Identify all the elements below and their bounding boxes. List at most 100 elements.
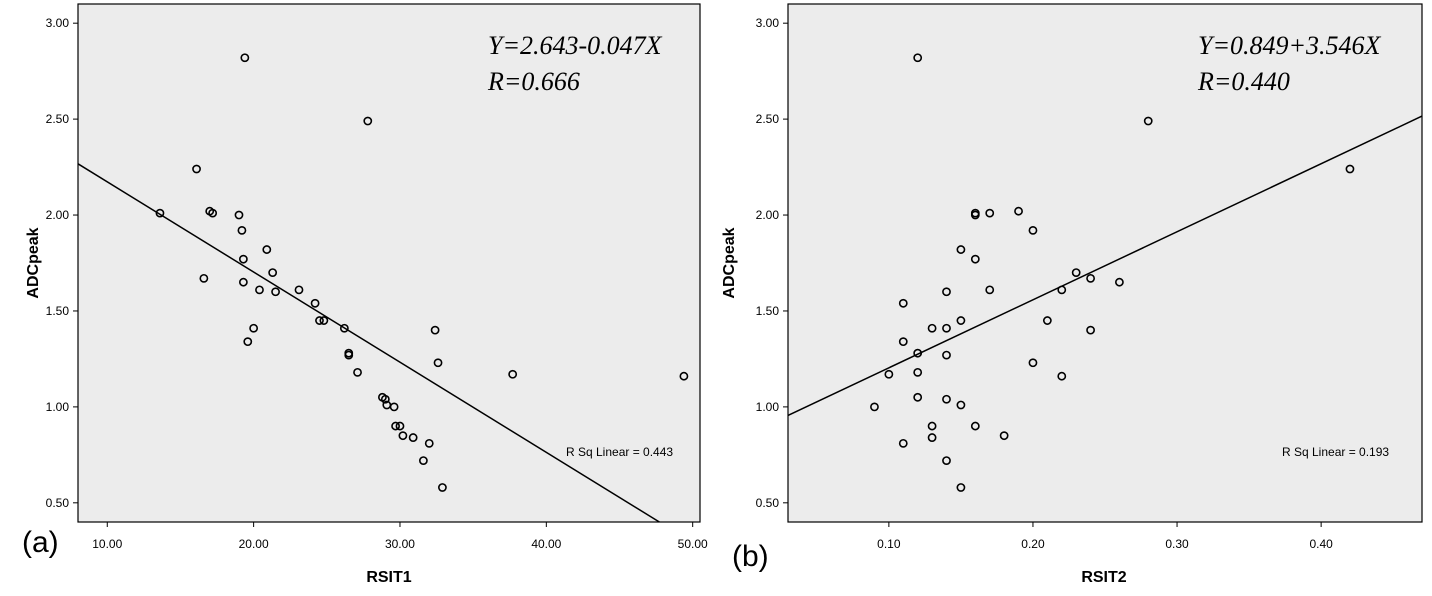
- x-tick-label: 40.00: [531, 537, 561, 551]
- data-point: [249, 323, 259, 333]
- x-axis-title-a: RSIT1: [366, 569, 411, 586]
- data-point: [999, 431, 1009, 441]
- data-point: [508, 369, 518, 379]
- data-point: [398, 431, 408, 441]
- data-point: [1042, 316, 1052, 325]
- data-point: [424, 438, 434, 448]
- data-point: [927, 433, 937, 442]
- data-point: [927, 323, 937, 333]
- data-point: [942, 323, 951, 333]
- x-tick-label: 0.10: [877, 537, 901, 551]
- data-point: [430, 325, 440, 335]
- panel-a: 10.00 20.00 30.00 40.00 50.00 0.50 1.00 1.50 2.0…: [22, 3, 708, 586]
- panel-b: 0.10 0.20 0.30 0.40 0.50 1.00 1.50 2.00 2.50 3.00…: [721, 3, 1423, 586]
- plot-area-a: [77, 3, 701, 523]
- data-point: [1345, 164, 1355, 174]
- data-point: [408, 433, 418, 442]
- data-point: [679, 371, 689, 381]
- data-point: [155, 208, 165, 218]
- data-point: [238, 254, 248, 264]
- y-tick-label: 0.50: [756, 496, 780, 510]
- data-point: [344, 350, 354, 360]
- equation-a: Y=2.643-0.047X: [488, 31, 663, 60]
- data-point: [942, 350, 951, 360]
- data-point: [942, 456, 951, 466]
- data-point: [271, 287, 280, 297]
- data-point: [956, 400, 966, 410]
- data-points-b: [870, 53, 1355, 492]
- data-point: [339, 323, 349, 333]
- data-point: [1071, 268, 1081, 277]
- data-points-a: [155, 53, 689, 492]
- data-point: [1057, 285, 1067, 295]
- y-axis-title-b: ADCpeak: [721, 227, 738, 298]
- data-point: [255, 285, 264, 295]
- y-tick-label: 1.00: [46, 400, 70, 414]
- y-tick-label: 0.50: [46, 496, 70, 510]
- y-tick-label: 2.50: [46, 112, 70, 126]
- regression-line-b: [787, 115, 1423, 417]
- x-tick-label: 0.30: [1165, 537, 1189, 551]
- data-point: [1028, 358, 1038, 368]
- data-point: [985, 208, 995, 218]
- data-point: [319, 316, 329, 325]
- x-tick-label: 30.00: [385, 537, 415, 551]
- data-point: [315, 316, 324, 325]
- data-point: [389, 402, 399, 412]
- data-point: [238, 277, 248, 287]
- data-point: [363, 116, 373, 126]
- x-tick-label: 20.00: [239, 537, 269, 551]
- data-point: [927, 421, 937, 431]
- data-point: [898, 337, 908, 347]
- panel-label-b: (b): [732, 540, 769, 573]
- data-point: [1115, 277, 1124, 287]
- regression-line-a: [77, 163, 660, 523]
- x-tick-label: 0.40: [1309, 537, 1333, 551]
- data-point: [985, 285, 995, 295]
- data-point: [898, 438, 908, 448]
- data-point: [970, 254, 980, 264]
- x-tick-label: 0.20: [1021, 537, 1045, 551]
- data-point: [956, 483, 966, 492]
- data-point: [970, 210, 980, 220]
- data-point: [942, 394, 951, 404]
- y-tick-label: 2.00: [46, 208, 70, 222]
- data-point: [234, 210, 244, 220]
- data-point: [237, 225, 247, 235]
- r-value-a: R=0.666: [487, 67, 580, 96]
- data-point: [870, 402, 879, 412]
- y-tick-label: 1.00: [756, 400, 780, 414]
- equation-b: Y=0.849+3.546X: [1198, 31, 1382, 60]
- data-point: [438, 483, 447, 492]
- x-axis-title-b: RSIT2: [1081, 569, 1126, 586]
- data-point: [240, 53, 250, 63]
- data-point: [913, 348, 923, 358]
- r-squared-a: R Sq Linear = 0.443: [566, 445, 673, 459]
- plot-area-b: [787, 3, 1423, 523]
- data-point: [970, 421, 980, 431]
- y-tick-label: 2.50: [756, 112, 780, 126]
- data-point: [913, 53, 923, 63]
- data-point: [380, 394, 390, 404]
- data-point: [913, 367, 923, 377]
- axis-ticks-a: 10.00 20.00 30.00 40.00 50.00 0.50 1.00 1.50 2.0…: [46, 16, 708, 551]
- y-tick-label: 3.00: [46, 16, 70, 30]
- data-point: [956, 245, 966, 254]
- data-point: [208, 208, 218, 218]
- data-point: [199, 273, 209, 283]
- data-point: [1086, 273, 1095, 283]
- y-tick-label: 3.00: [756, 16, 780, 30]
- data-point: [353, 367, 362, 377]
- data-point: [262, 245, 272, 254]
- data-point: [884, 369, 894, 379]
- x-tick-label: 10.00: [92, 537, 122, 551]
- panel-label-a: (a): [22, 526, 59, 559]
- data-point: [1143, 116, 1153, 126]
- data-point: [243, 337, 253, 347]
- r-squared-b: R Sq Linear = 0.193: [1282, 445, 1389, 459]
- data-point: [391, 421, 400, 431]
- y-axis-title-a: ADCpeak: [25, 227, 42, 298]
- data-point: [898, 298, 908, 308]
- r-value-b: R=0.440: [1197, 67, 1290, 96]
